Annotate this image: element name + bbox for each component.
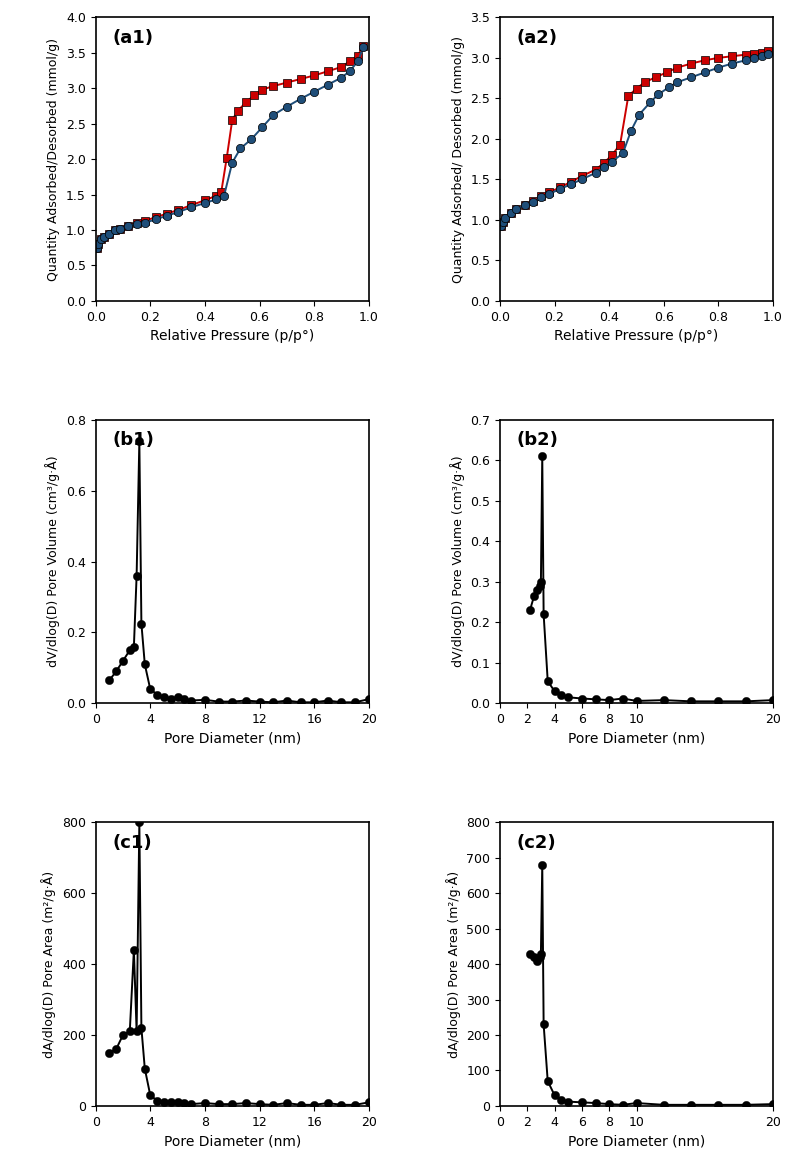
X-axis label: Relative Pressure (p/p°): Relative Pressure (p/p°) [555,329,719,343]
Y-axis label: dA/dlog(D) Pore Area (m²/g·Å): dA/dlog(D) Pore Area (m²/g·Å) [41,871,57,1057]
X-axis label: Relative Pressure (p/p°): Relative Pressure (p/p°) [150,329,314,343]
Text: (b2): (b2) [516,431,558,449]
Y-axis label: Quantity Adsorbed/Desorbed (mmol/g): Quantity Adsorbed/Desorbed (mmol/g) [47,37,61,280]
X-axis label: Pore Diameter (nm): Pore Diameter (nm) [163,1134,300,1149]
Y-axis label: dA/dlog(D) Pore Area (m²/g·Å): dA/dlog(D) Pore Area (m²/g·Å) [446,871,461,1057]
Text: (a1): (a1) [112,29,153,46]
X-axis label: Pore Diameter (nm): Pore Diameter (nm) [163,732,300,746]
Y-axis label: Quantity Adsorbed/ Desorbed (mmol/g): Quantity Adsorbed/ Desorbed (mmol/g) [452,36,465,283]
Text: (c2): (c2) [516,834,556,852]
Text: (b1): (b1) [112,431,154,449]
Y-axis label: dV/dlog(D) Pore Volume (cm³/g·Å): dV/dlog(D) Pore Volume (cm³/g·Å) [450,456,465,667]
Text: (a2): (a2) [516,29,557,46]
Text: (c1): (c1) [112,834,151,852]
X-axis label: Pore Diameter (nm): Pore Diameter (nm) [568,732,705,746]
Y-axis label: dV/dlog(D) Pore Volume (cm³/g·Å): dV/dlog(D) Pore Volume (cm³/g·Å) [45,456,61,667]
X-axis label: Pore Diameter (nm): Pore Diameter (nm) [568,1134,705,1149]
